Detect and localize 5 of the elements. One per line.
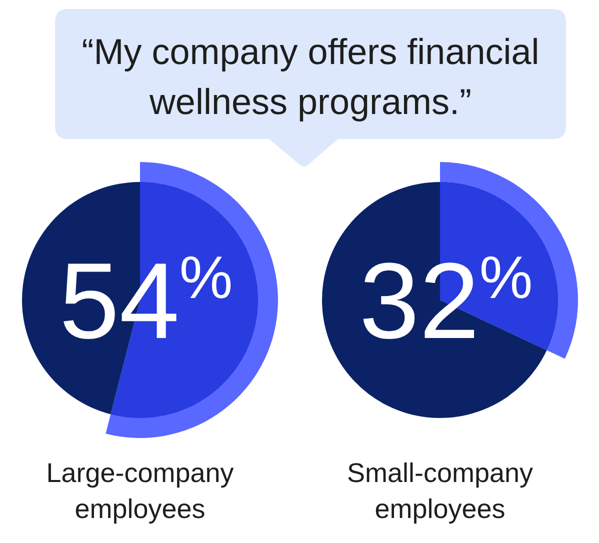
data-label: 54$^{%}$ [59,240,233,361]
data-label: 32$^{%}$ [359,240,533,361]
text: Small-company employees [346,457,534,526]
chart-title: “My company offers financial wellness programs.” [80,30,540,124]
text: Large-company employees [45,457,235,526]
